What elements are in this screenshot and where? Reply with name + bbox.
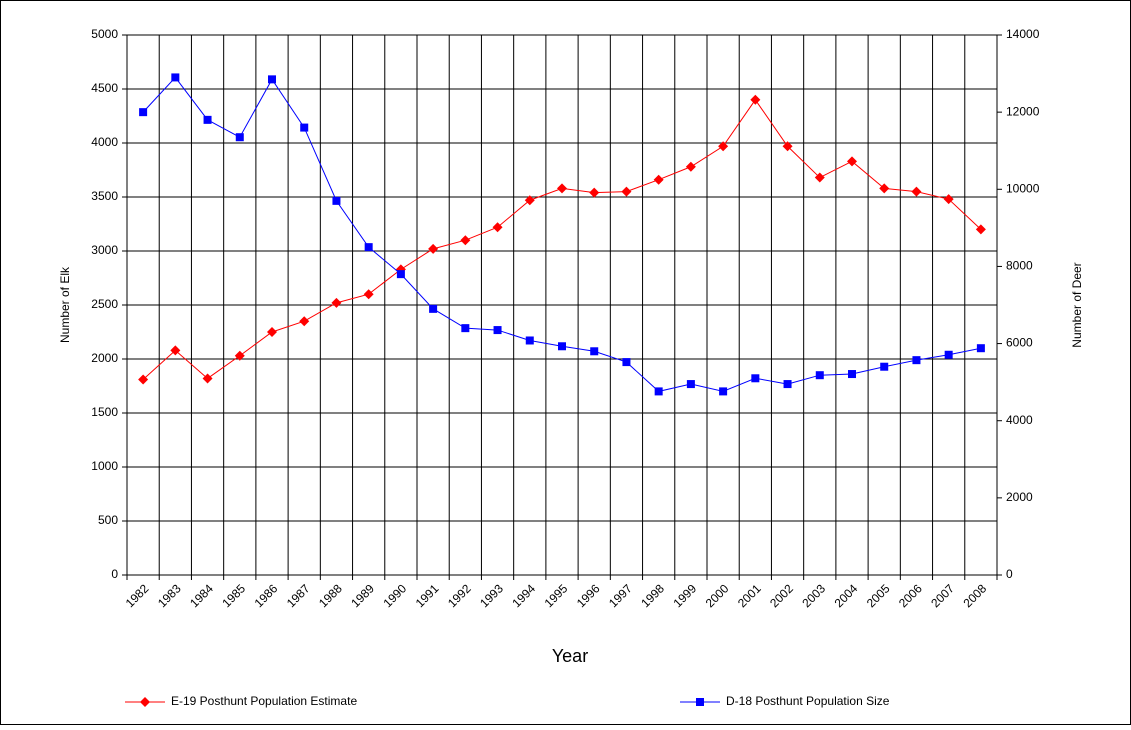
marker — [686, 380, 695, 389]
y-tick-label: 500 — [98, 513, 118, 527]
marker — [685, 161, 696, 172]
y2-tick-label: 2000 — [1006, 490, 1033, 504]
marker — [589, 187, 600, 198]
legend-marker — [140, 697, 150, 707]
marker — [268, 75, 276, 84]
marker — [493, 326, 502, 335]
marker — [525, 336, 534, 345]
y-tick-label: 1500 — [91, 405, 118, 419]
y-tick-label: 4000 — [91, 135, 118, 149]
legend-label: D-18 Posthunt Population Size — [726, 694, 890, 708]
y-tick-label: 2000 — [91, 351, 118, 365]
legend-marker — [696, 698, 704, 706]
marker — [751, 374, 760, 383]
marker — [428, 243, 439, 254]
marker — [880, 362, 889, 371]
marker — [653, 174, 664, 185]
y-tick-label: 1000 — [91, 459, 118, 473]
marker — [331, 297, 342, 308]
marker — [718, 141, 729, 152]
y2-tick-label: 10000 — [1006, 181, 1040, 195]
marker — [621, 186, 632, 197]
marker — [557, 183, 567, 194]
marker — [975, 224, 986, 235]
marker — [234, 350, 245, 361]
marker — [267, 327, 277, 337]
marker — [396, 270, 405, 279]
marker — [943, 194, 954, 205]
marker — [654, 387, 663, 396]
marker — [911, 186, 922, 197]
y2-tick-label: 8000 — [1006, 259, 1033, 273]
marker — [203, 115, 212, 124]
marker — [750, 94, 761, 105]
marker — [235, 133, 244, 142]
y2-tick-label: 14000 — [1006, 27, 1040, 41]
marker — [622, 358, 631, 367]
marker — [364, 243, 373, 252]
marker — [139, 108, 148, 117]
x-axis-title: Year — [552, 646, 588, 666]
y-tick-label: 3000 — [91, 243, 118, 257]
marker — [171, 73, 180, 82]
marker — [363, 289, 374, 300]
marker — [976, 344, 985, 353]
marker — [847, 156, 857, 167]
marker — [524, 195, 535, 206]
marker — [879, 183, 890, 194]
marker — [558, 342, 566, 351]
marker — [170, 345, 181, 356]
marker — [782, 141, 793, 152]
marker — [719, 387, 728, 396]
y-axis-title: Number of Elk — [58, 266, 72, 343]
y-tick-label: 3500 — [91, 189, 118, 203]
marker — [814, 172, 825, 183]
y2-tick-label: 12000 — [1006, 104, 1040, 118]
y2-tick-label: 4000 — [1006, 413, 1033, 427]
marker — [815, 371, 824, 380]
y-tick-label: 0 — [111, 567, 118, 581]
legend-label: E-19 Posthunt Population Estimate — [171, 694, 357, 708]
marker — [461, 324, 470, 333]
marker — [332, 196, 341, 205]
marker — [300, 123, 309, 132]
y2-tick-label: 6000 — [1006, 336, 1033, 350]
y-tick-label: 4500 — [91, 81, 118, 95]
marker — [783, 380, 792, 389]
marker — [460, 235, 471, 246]
marker — [590, 347, 599, 356]
marker — [202, 373, 213, 384]
marker — [912, 356, 921, 365]
y2-axis-title: Number of Deer — [1070, 262, 1084, 347]
marker — [848, 370, 856, 379]
marker — [944, 350, 953, 359]
y2-tick-label: 0 — [1006, 567, 1013, 581]
marker — [299, 316, 310, 327]
marker — [492, 222, 503, 233]
y-tick-label: 5000 — [91, 27, 118, 41]
marker — [138, 374, 149, 385]
y-tick-label: 2500 — [91, 297, 118, 311]
marker — [429, 304, 438, 313]
